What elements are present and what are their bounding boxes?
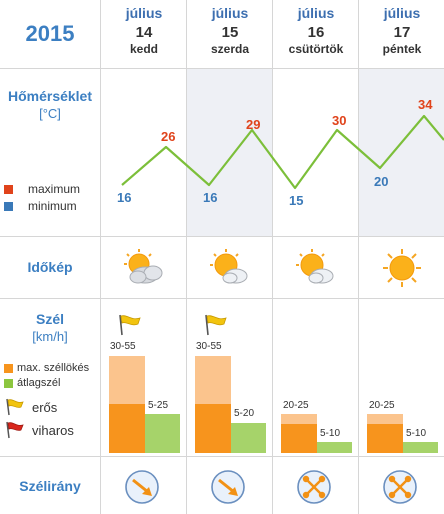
direction-row-label: Szélirány — [19, 478, 81, 494]
gust-swatch — [4, 363, 13, 373]
temperature-line-chart — [121, 114, 444, 190]
legend-maximum: maximum — [4, 182, 80, 196]
legend-strong-label: erős — [32, 399, 58, 415]
temperature-line — [121, 114, 444, 190]
max-temp-label: 30 — [332, 113, 347, 128]
gust-bar — [367, 424, 403, 453]
sun-cloud-icon — [124, 249, 163, 284]
gust-bar — [195, 404, 231, 453]
avg-bar — [231, 423, 266, 453]
arrow-southeast-icon — [125, 470, 159, 504]
legend-avg: átlagszél — [4, 377, 60, 389]
wind-row-label: Szél [km/h] — [0, 311, 100, 345]
row-divider — [0, 298, 444, 299]
column-shade — [187, 69, 273, 236]
avg-bar — [403, 442, 438, 453]
column-divider — [186, 0, 187, 514]
avg-range-label: 5-20 — [234, 408, 255, 419]
gust-bar — [109, 404, 145, 453]
max-temp-label: 29 — [246, 117, 261, 132]
legend-maximum-label: maximum — [28, 182, 81, 196]
row-divider — [0, 68, 444, 69]
temperature-title: Hőmérséklet — [7, 88, 93, 104]
strong-flag-icon — [6, 398, 24, 416]
day-number: 16 — [307, 24, 325, 41]
month-label: július — [211, 5, 249, 21]
min-temp-label: 16 — [117, 190, 132, 205]
column-shade — [359, 69, 444, 236]
gust-bar-light — [109, 356, 145, 404]
month-label: július — [383, 5, 421, 21]
legend-minimum-label: minimum — [28, 199, 77, 213]
day-number: 14 — [135, 24, 153, 41]
day-number: 17 — [393, 24, 411, 41]
legend-avg-label: átlagszél — [17, 377, 61, 389]
min-temp-label: 15 — [289, 193, 304, 208]
wind-unit: [km/h] — [32, 329, 68, 344]
maximum-swatch — [4, 184, 13, 194]
minimum-swatch — [4, 201, 13, 211]
variable-wind-icon — [297, 470, 331, 504]
sun-icon — [383, 249, 421, 287]
day-header: július 16 csütörtök — [273, 0, 359, 68]
column-divider — [100, 0, 101, 514]
legend-strong: erős — [4, 398, 57, 416]
stormy-flag-icon — [6, 421, 24, 439]
day-header: július 14 kedd — [101, 0, 187, 68]
column-divider — [358, 0, 359, 514]
weekday-label: szerda — [210, 42, 250, 56]
legend-stormy: viharos — [4, 421, 74, 439]
max-temp-label: 26 — [161, 129, 176, 144]
avg-bar — [145, 414, 180, 453]
legend-stormy-label: viharos — [32, 422, 74, 438]
row-divider — [0, 456, 444, 457]
avg-range-label: 5-10 — [320, 428, 341, 439]
gust-range-label: 30-55 — [110, 341, 136, 352]
sun-cloud-icon — [296, 249, 334, 284]
day-number: 15 — [221, 24, 239, 41]
gust-range-label: 20-25 — [283, 400, 309, 411]
temperature-unit: [°C] — [39, 106, 61, 121]
variable-wind-icon — [383, 470, 417, 504]
legend-minimum: minimum — [4, 199, 77, 213]
min-temp-label: 16 — [203, 190, 218, 205]
temperature-row-label: Hőmérséklet [°C] — [0, 88, 100, 122]
arrow-southeast-icon — [211, 470, 245, 504]
legend-gust: max. széllökés — [4, 362, 89, 374]
day-header: július 17 péntek — [359, 0, 444, 68]
avg-range-label: 5-10 — [406, 428, 427, 439]
gust-bar-light — [195, 356, 231, 404]
wind-title: Szél — [35, 311, 64, 327]
sun-cloud-icon — [210, 249, 248, 284]
sky-row-label: Időkép — [27, 259, 73, 275]
gust-range-label: 30-55 — [196, 341, 222, 352]
row-divider — [0, 236, 444, 237]
column-divider — [272, 0, 273, 514]
strong-wind-flag-icon — [119, 314, 141, 336]
day-header: július 15 szerda — [187, 0, 273, 68]
avg-range-label: 5-25 — [148, 400, 169, 411]
legend-gust-label: max. széllökés — [17, 362, 90, 374]
gust-bar — [281, 424, 317, 453]
avg-bar — [317, 442, 352, 453]
strong-wind-flag-icon — [205, 314, 227, 336]
month-label: július — [125, 5, 163, 21]
max-temp-label: 34 — [418, 97, 433, 112]
gust-bar-light — [367, 414, 403, 424]
weekday-label: péntek — [382, 42, 422, 56]
avg-swatch — [4, 378, 13, 388]
weekday-label: kedd — [129, 42, 158, 56]
month-label: július — [297, 5, 335, 21]
weekday-label: csütörtök — [288, 42, 344, 56]
gust-bar-light — [281, 414, 317, 424]
year-label: 2015 — [25, 21, 75, 46]
min-temp-label: 20 — [374, 174, 389, 189]
gust-range-label: 20-25 — [369, 400, 395, 411]
